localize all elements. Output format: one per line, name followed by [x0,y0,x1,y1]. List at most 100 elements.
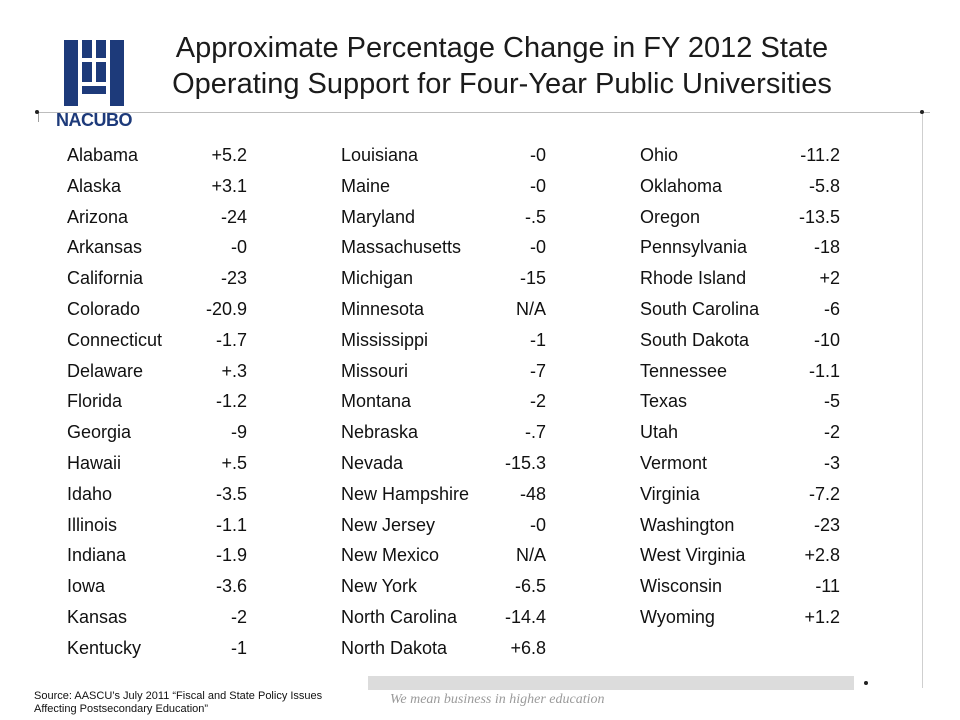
state-name: Mississippi [341,329,429,350]
state-value: -3.5 [215,483,247,504]
title-line-2: Operating Support for Four-Year Public U… [172,68,832,100]
state-row: Illinois -1.1 [67,510,247,541]
state-row: Wyoming +1.2 [640,602,840,633]
state-value: +5.2 [211,145,247,165]
state-value: -1.1 [215,514,247,535]
state-value: -11.2 [800,145,840,165]
state-name: Massachusetts [341,237,462,258]
state-name: Maine [341,175,391,196]
state-value: -0 [529,514,546,535]
state-name: Alabama [67,145,139,165]
state-value: -23 [220,268,247,289]
state-row: Rhode Island +2 [640,263,840,294]
state-name: Arkansas [67,237,143,258]
state-row: Vermont -3 [640,448,840,479]
state-name: New Mexico [341,545,440,566]
state-row: Alaska +3.1 [67,171,247,202]
state-value: -1 [230,637,247,658]
state-row: Missouri -7 [341,356,546,387]
state-row: Hawaii +.5 [67,448,247,479]
state-row: Massachusetts -0 [341,232,546,263]
state-row: Colorado -20.9 [67,294,247,325]
state-column-1: Alabama +5.2 Alaska +3.1 Arizona -24 Arkans… [67,140,247,664]
state-value: -.5 [524,206,546,227]
state-name: Louisiana [341,145,419,165]
state-name: Oklahoma [640,175,723,196]
frame-dot [35,110,39,114]
state-name: North Carolina [341,606,458,627]
source-citation: Source: AASCU’s July 2011 “Fiscal and St… [34,690,364,716]
state-name: Georgia [67,422,132,443]
state-name: Idaho [67,483,113,504]
state-name: Kentucky [67,637,142,658]
state-name: Wyoming [640,606,715,627]
state-row: Utah -2 [640,417,840,448]
state-name: Hawaii [67,452,122,473]
state-name: Maryland [341,206,416,227]
state-name: South Carolina [640,298,760,319]
state-name: Texas [640,391,688,412]
state-value: -14.4 [504,606,546,627]
state-row: Kentucky -1 [67,633,247,664]
state-name: Florida [67,391,123,412]
state-value: -10 [813,329,840,350]
state-name: Alaska [67,175,122,196]
state-value: -7 [529,360,546,381]
state-row: Montana -2 [341,386,546,417]
state-row: Texas -5 [640,386,840,417]
state-row: South Dakota -10 [640,325,840,356]
state-row: New Mexico N/A [341,540,546,571]
state-value: -15 [519,268,546,289]
frame-left-rule [38,112,39,122]
state-name: Indiana [67,545,127,566]
tagline: We mean business in higher education [390,692,605,707]
state-row: Arkansas -0 [67,232,247,263]
nacubo-logo-icon [64,40,124,106]
state-name: Montana [341,391,412,412]
page-title: Approximate Percentage Change in FY 2012… [132,30,872,102]
state-name: Virginia [640,483,700,504]
state-name: Minnesota [341,298,425,319]
state-name: Iowa [67,576,106,597]
title-line-1: Approximate Percentage Change in FY 2012… [175,32,829,64]
state-name: South Dakota [640,329,750,350]
state-value: -5.8 [808,175,840,196]
state-name: California [67,268,144,289]
frame-dot [920,110,924,114]
state-value: -0 [529,175,546,196]
state-value: -.7 [524,422,546,443]
state-row: Delaware +.3 [67,356,247,387]
state-row: Pennsylvania -18 [640,232,840,263]
state-name: Pennsylvania [640,237,748,258]
state-row: Nebraska -.7 [341,417,546,448]
state-row: Washington -23 [640,510,840,541]
state-value: -2 [823,422,840,443]
state-row: Oklahoma -5.8 [640,171,840,202]
frame-bottom-bar [368,676,854,690]
state-row: Maine -0 [341,171,546,202]
state-row: Florida -1.2 [67,386,247,417]
state-row: Maryland -.5 [341,202,546,233]
state-name: Arizona [67,206,129,227]
state-value: N/A [515,298,546,319]
state-value: -9 [230,422,247,443]
state-row: Louisiana -0 [341,140,546,171]
state-value: -0 [529,237,546,258]
state-row: South Carolina -6 [640,294,840,325]
state-value: +3.1 [211,175,247,196]
state-value: -3.6 [215,576,247,597]
state-row: Mississippi -1 [341,325,546,356]
state-value: -0 [529,145,546,165]
state-name: Missouri [341,360,409,381]
state-value: -1.2 [215,391,247,412]
state-value: -7.2 [808,483,840,504]
state-name: Vermont [640,452,708,473]
state-row: Connecticut -1.7 [67,325,247,356]
state-row: Arizona -24 [67,202,247,233]
state-row: Indiana -1.9 [67,540,247,571]
state-value: -1.1 [808,360,840,381]
state-row: Wisconsin -11 [640,571,840,602]
state-name: New Hampshire [341,483,470,504]
state-row: Iowa -3.6 [67,571,247,602]
state-name: Colorado [67,298,141,319]
